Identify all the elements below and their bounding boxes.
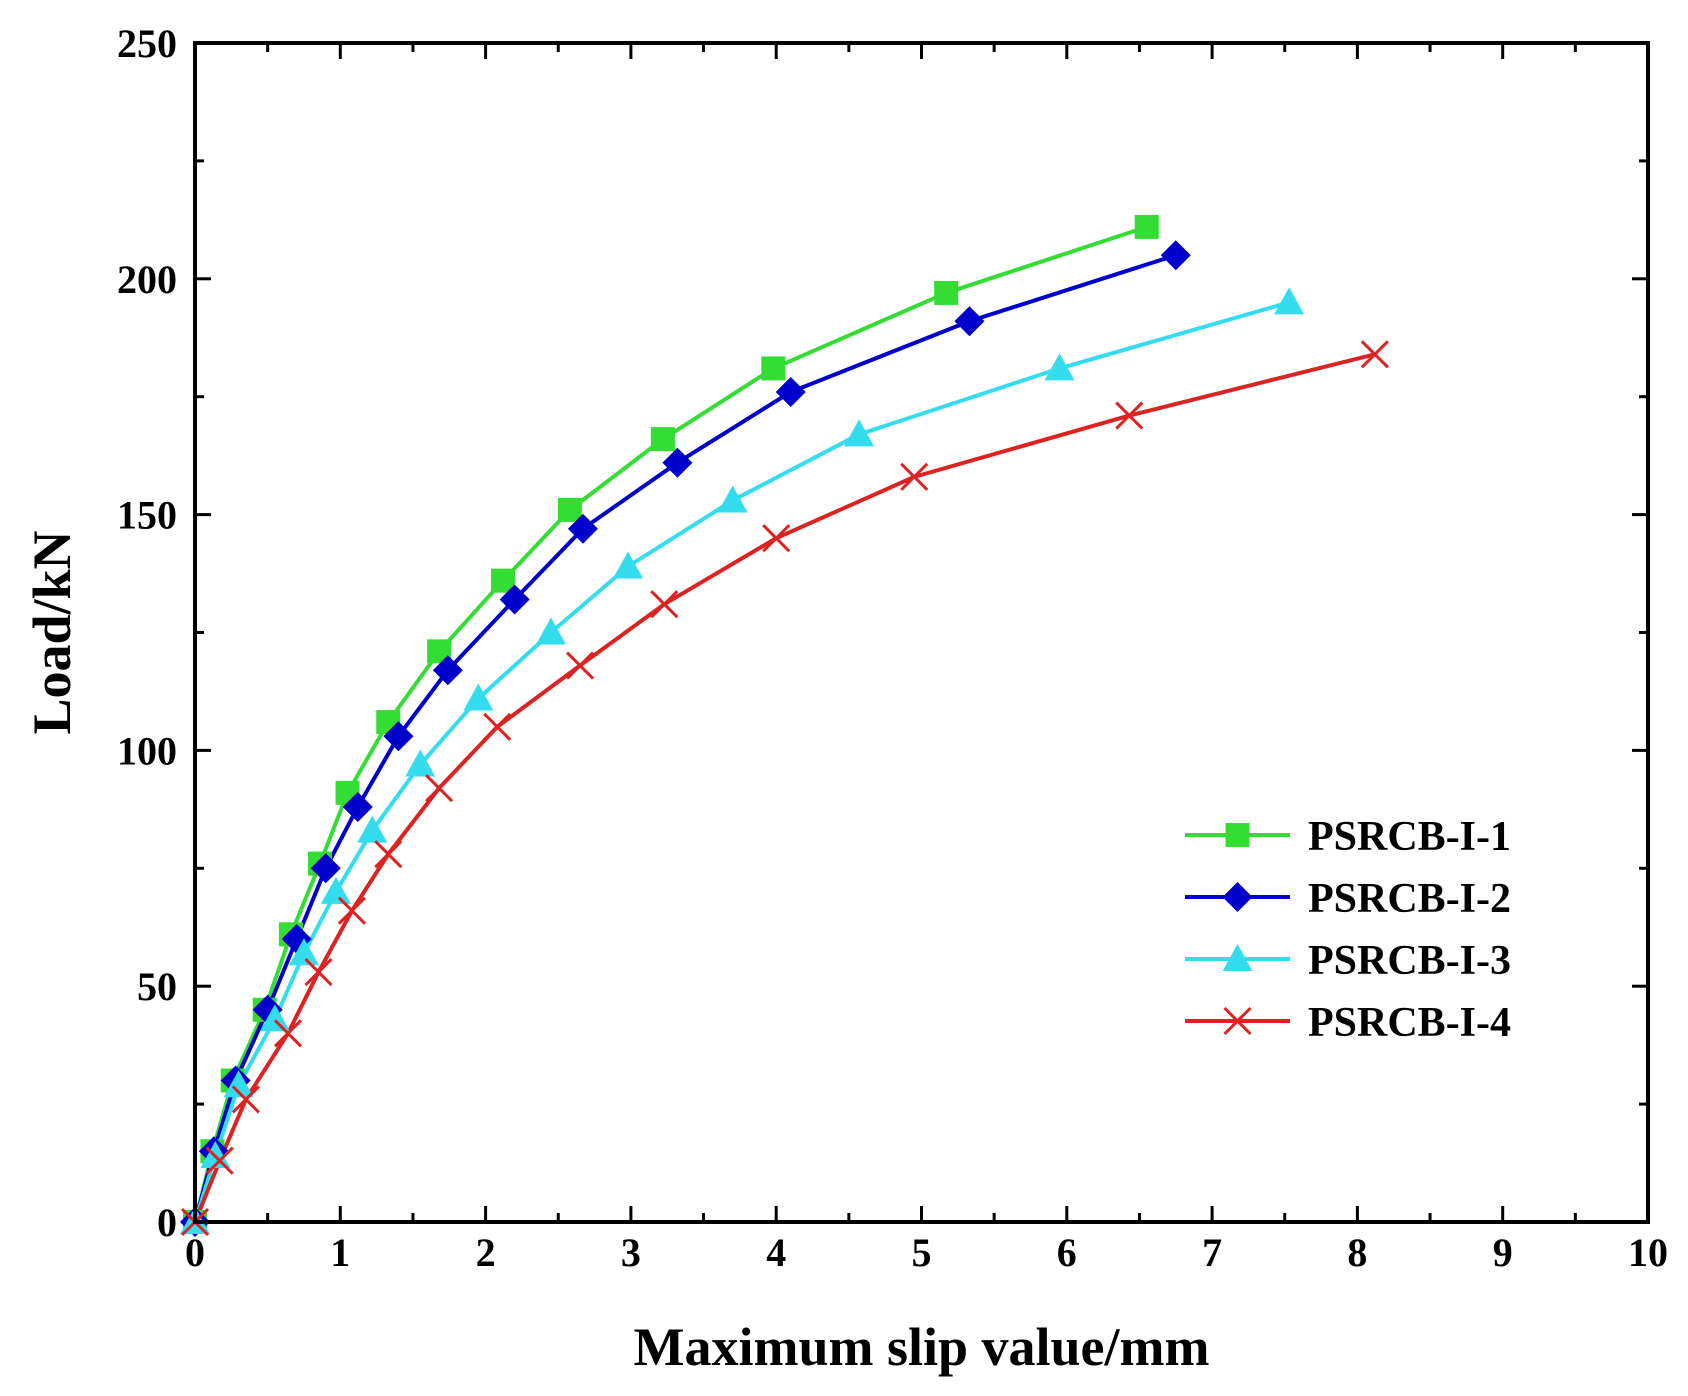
data-point-1 bbox=[1134, 214, 1159, 239]
legend-label: PSRCB-I-2 bbox=[1308, 876, 1511, 922]
data-point-4 bbox=[337, 896, 366, 925]
data-point-4 bbox=[483, 712, 512, 741]
data-point-4 bbox=[762, 524, 791, 553]
y-tick-label: 250 bbox=[117, 21, 177, 66]
x-tick-label: 6 bbox=[1057, 1230, 1077, 1275]
data-point-3 bbox=[223, 1070, 254, 1098]
data-point-1 bbox=[934, 280, 959, 305]
x-tick-label: 5 bbox=[912, 1230, 932, 1275]
y-tick-label: 50 bbox=[137, 964, 177, 1009]
data-point-2 bbox=[1160, 240, 1191, 271]
data-point-1 bbox=[761, 356, 786, 381]
y-tick-label: 100 bbox=[117, 728, 177, 773]
y-axis-title: Load/kN bbox=[22, 530, 82, 734]
data-point-3 bbox=[1274, 287, 1305, 315]
legend-label: PSRCB-I-1 bbox=[1308, 814, 1511, 860]
legend-marker bbox=[1222, 944, 1253, 971]
data-point-3 bbox=[288, 938, 319, 966]
series-line-2 bbox=[193, 253, 1177, 1223]
data-point-4 bbox=[1115, 401, 1144, 430]
legend-item-1: PSRCB-I-1 bbox=[1185, 814, 1511, 860]
x-tick-label: 2 bbox=[476, 1230, 496, 1275]
x-tick-label: 3 bbox=[621, 1230, 641, 1275]
data-point-2 bbox=[383, 721, 414, 752]
data-point-3 bbox=[463, 683, 494, 711]
data-point-3 bbox=[535, 617, 566, 645]
legend: PSRCB-I-1 PSRCB-I-2 PSRCB-I-3 PSRCB-I-4 bbox=[1185, 814, 1511, 1046]
data-point-4 bbox=[374, 840, 403, 869]
y-tick-label: 150 bbox=[117, 493, 177, 538]
legend-marker bbox=[1222, 882, 1253, 912]
x-tick-label: 7 bbox=[1202, 1230, 1222, 1275]
legend-marker bbox=[1225, 823, 1250, 847]
x-tick-label: 1 bbox=[330, 1230, 350, 1275]
data-point-4 bbox=[900, 462, 929, 491]
data-point-3 bbox=[357, 815, 388, 843]
x-tick-label: 8 bbox=[1347, 1230, 1367, 1275]
data-point-3 bbox=[844, 419, 875, 447]
data-point-4 bbox=[565, 651, 595, 680]
data-point-2 bbox=[432, 655, 463, 686]
legend-marker bbox=[1223, 1006, 1252, 1036]
series-line-1 bbox=[193, 225, 1148, 1223]
x-tick-label: 0 bbox=[185, 1230, 205, 1275]
x-tick-label: 4 bbox=[766, 1230, 786, 1275]
data-point-4 bbox=[425, 774, 454, 803]
data-point-1 bbox=[650, 427, 675, 452]
plot-marks bbox=[180, 214, 1389, 1237]
data-point-4 bbox=[273, 1019, 303, 1048]
data-point-2 bbox=[499, 584, 530, 615]
legend-label: PSRCB-I-4 bbox=[1308, 1000, 1511, 1046]
data-point-4 bbox=[304, 957, 333, 987]
data-point-3 bbox=[259, 1004, 290, 1032]
y-tick-label: 200 bbox=[117, 257, 177, 302]
data-point-3 bbox=[1044, 353, 1075, 381]
data-point-4 bbox=[1360, 340, 1389, 369]
data-point-1 bbox=[557, 497, 582, 522]
data-point-3 bbox=[612, 551, 643, 579]
y-tick-label: 0 bbox=[157, 1200, 177, 1245]
legend-label: PSRCB-I-3 bbox=[1308, 938, 1511, 984]
legend-item-4: PSRCB-I-4 bbox=[1185, 1000, 1511, 1046]
data-point-2 bbox=[567, 513, 598, 544]
legend-item-3: PSRCB-I-3 bbox=[1185, 938, 1511, 984]
legend-item-2: PSRCB-I-2 bbox=[1185, 876, 1511, 922]
data-point-3 bbox=[405, 749, 436, 777]
data-point-4 bbox=[231, 1085, 260, 1114]
data-point-2 bbox=[775, 376, 806, 407]
data-point-4 bbox=[650, 590, 679, 619]
x-tick-label: 9 bbox=[1493, 1230, 1513, 1275]
data-point-4 bbox=[205, 1146, 234, 1175]
data-point-2 bbox=[310, 853, 341, 884]
data-point-3 bbox=[717, 485, 748, 513]
series-line-4 bbox=[193, 352, 1376, 1223]
x-axis-title: Maximum slip value/mm bbox=[634, 1317, 1210, 1377]
data-point-3 bbox=[320, 876, 351, 904]
data-point-2 bbox=[954, 306, 985, 337]
data-point-2 bbox=[342, 791, 373, 822]
x-tick-label: 10 bbox=[1628, 1230, 1668, 1275]
axis-ticks bbox=[193, 41, 1650, 1224]
series-line-3 bbox=[193, 300, 1290, 1223]
data-point-2 bbox=[662, 447, 693, 478]
